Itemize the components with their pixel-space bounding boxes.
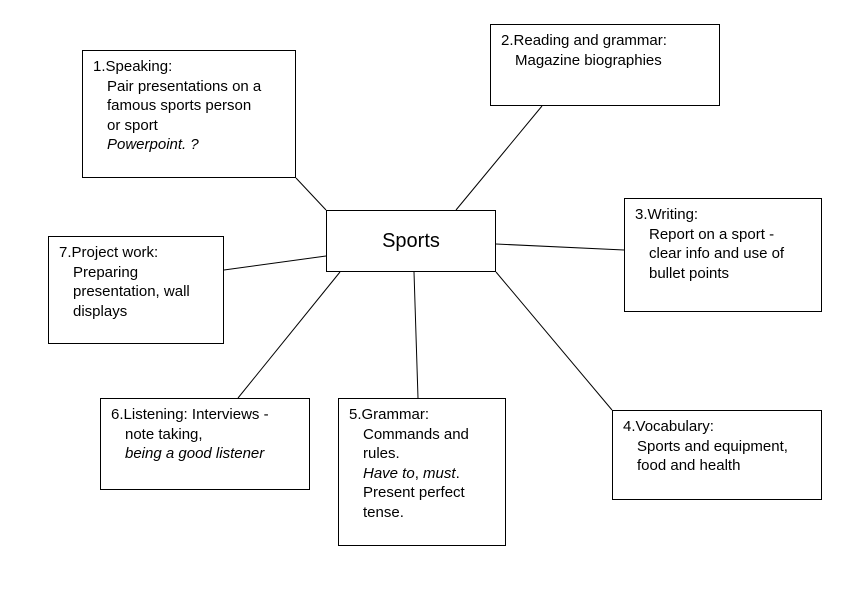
connector-grammar bbox=[414, 272, 418, 398]
node-title: 7.Project work: bbox=[59, 243, 213, 263]
node-listening: 6.Listening: Interviews - note taking, b… bbox=[100, 398, 310, 490]
connector-project-work bbox=[224, 256, 326, 270]
node-speaking: 1.Speaking: Pair presentations on a famo… bbox=[82, 50, 296, 178]
node-project-work: 7.Project work: Preparing presentation, … bbox=[48, 236, 224, 344]
diagram-canvas: Sports 1.Speaking: Pair presentations on… bbox=[0, 0, 858, 602]
node-title: 2.Reading and grammar: bbox=[501, 31, 709, 51]
center-node-sports: Sports bbox=[326, 210, 496, 272]
connector-vocabulary bbox=[496, 272, 612, 410]
connector-speaking bbox=[296, 178, 326, 210]
connector-listening bbox=[238, 272, 340, 398]
node-writing: 3.Writing: Report on a sport - clear inf… bbox=[624, 198, 822, 312]
node-title: 5.Grammar: bbox=[349, 405, 495, 425]
center-label: Sports bbox=[382, 228, 440, 254]
connector-writing bbox=[496, 244, 624, 250]
node-vocabulary: 4.Vocabulary: Sports and equipment, food… bbox=[612, 410, 822, 500]
node-title: 6.Listening: Interviews - bbox=[111, 405, 299, 425]
node-grammar: 5.Grammar: Commands and rules. Have to, … bbox=[338, 398, 506, 546]
node-title: 4.Vocabulary: bbox=[623, 417, 811, 437]
node-title: 3.Writing: bbox=[635, 205, 811, 225]
connector-reading-grammar bbox=[456, 106, 542, 210]
node-title: 1.Speaking: bbox=[93, 57, 285, 77]
node-reading-grammar: 2.Reading and grammar: Magazine biograph… bbox=[490, 24, 720, 106]
